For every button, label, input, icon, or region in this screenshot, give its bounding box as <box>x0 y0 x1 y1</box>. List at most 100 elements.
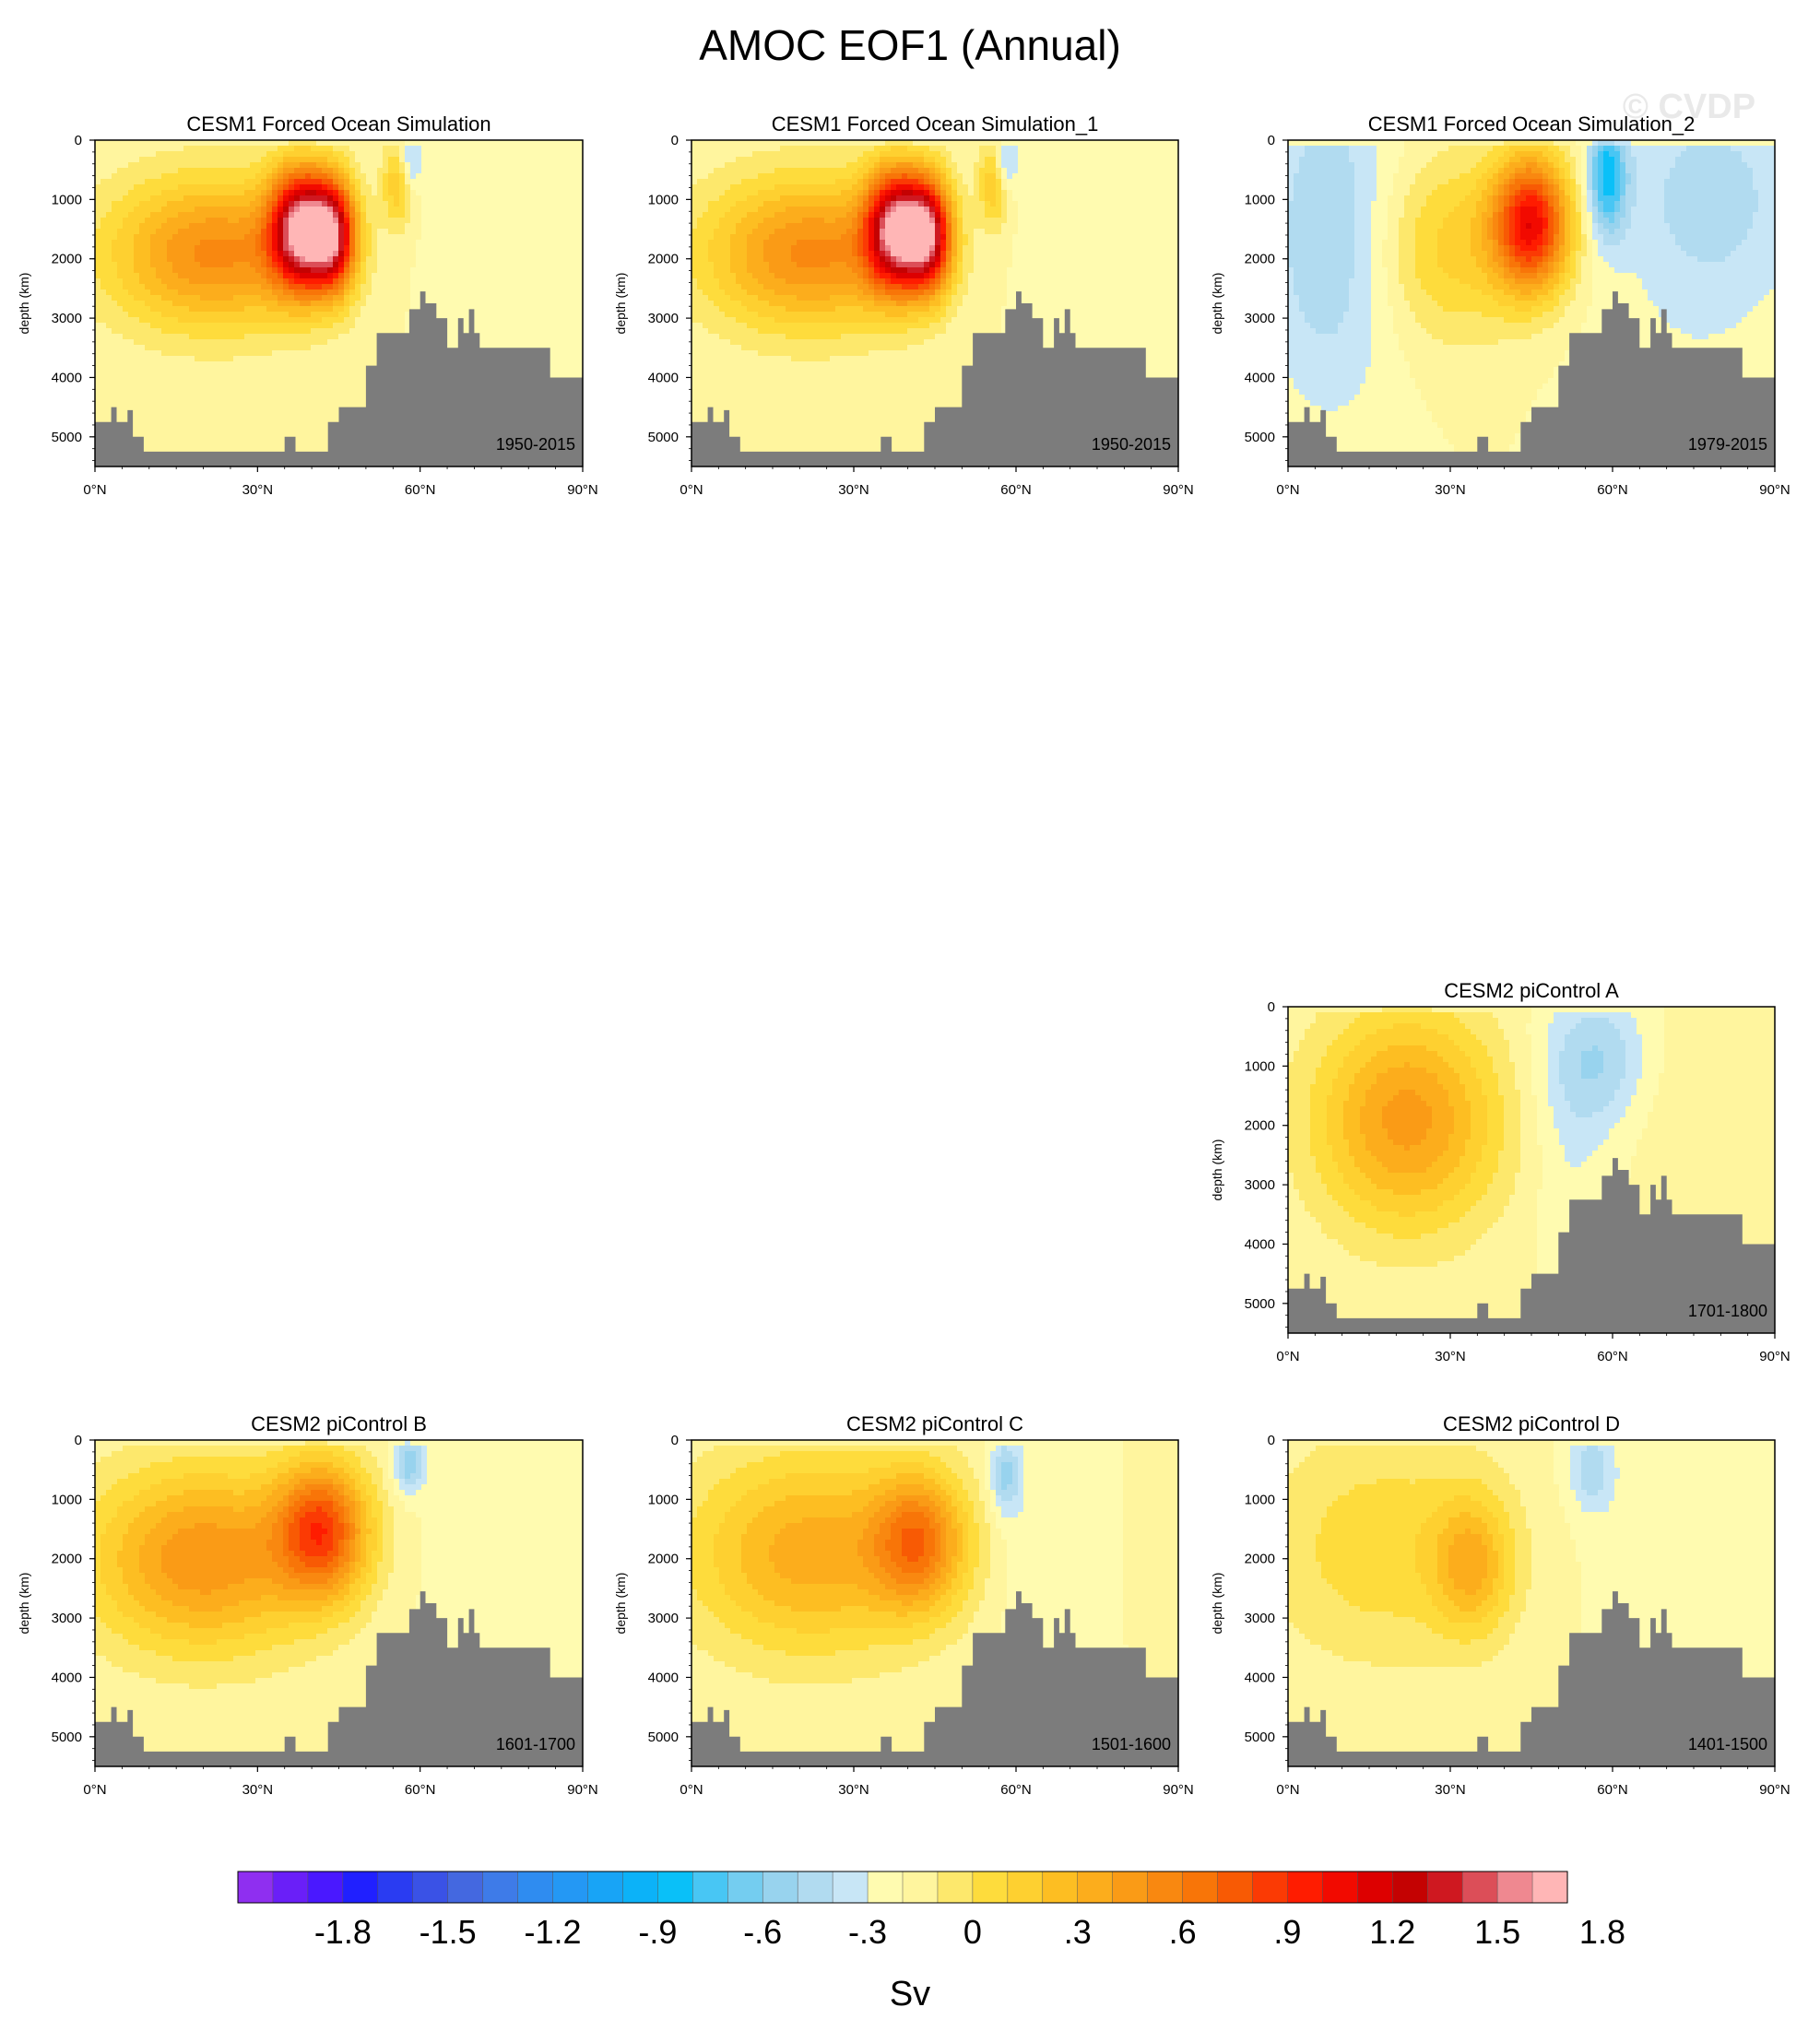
panel-2: CESM1 Forced Ocean Simulation_1 1950-2015… <box>613 112 1194 498</box>
colorbar-swatch <box>622 1871 658 1904</box>
colorbar-tick-label: -.9 <box>638 1913 677 1951</box>
y-axis-label: depth (km) <box>613 1573 628 1635</box>
y-tick-label: 1000 <box>52 1492 82 1507</box>
panels: CESM1 Forced Ocean Simulation 1950-2015 0 1… <box>17 112 1790 1798</box>
y-tick-label: 4000 <box>648 370 679 385</box>
colorbar-swatch <box>272 1871 309 1904</box>
x-tick-label: 60°N <box>405 1782 436 1798</box>
x-tick-label: 90°N <box>567 482 598 498</box>
panel-7: CESM2 piControl D 1401-1500 0 1000 2000 3000 4… <box>1210 1412 1790 1798</box>
y-tick-label: 4000 <box>648 1670 679 1685</box>
x-tick-label: 0°N <box>83 1782 106 1798</box>
y-axis-label: depth (km) <box>1210 1139 1224 1201</box>
colorbar-swatch <box>762 1871 798 1904</box>
colorbar-swatch <box>692 1871 728 1904</box>
y-tick-label: 5000 <box>1245 1730 1275 1745</box>
colorbar-swatch <box>237 1871 274 1904</box>
field-heatmap <box>1288 1007 1775 1333</box>
colorbar-swatch <box>937 1871 974 1904</box>
panel-title: CESM2 piControl C <box>846 1412 1023 1435</box>
panel-title: CESM2 piControl D <box>1443 1412 1620 1435</box>
y-tick-label: 5000 <box>1245 1296 1275 1312</box>
y-tick-label: 1000 <box>1245 192 1275 207</box>
colorbar-swatch <box>587 1871 623 1904</box>
panel-title: CESM2 piControl B <box>251 1412 427 1435</box>
x-tick-label: 0°N <box>83 482 106 498</box>
y-tick-label: 3000 <box>1245 1177 1275 1193</box>
colorbar-swatch <box>727 1871 763 1904</box>
x-tick-label: 90°N <box>1163 1782 1194 1798</box>
colorbar-tick-label: 0 <box>963 1913 982 1951</box>
y-tick-label: 4000 <box>52 370 82 385</box>
x-tick-label: 90°N <box>1163 482 1194 498</box>
colorbar-swatch <box>972 1871 1009 1904</box>
x-tick-label: 0°N <box>680 482 703 498</box>
field-heatmap <box>95 1440 583 1766</box>
y-tick-label: 3000 <box>52 311 82 326</box>
colorbar-swatch <box>1357 1871 1393 1904</box>
seafloor-mask <box>95 1591 583 1766</box>
period-label: 1701-1800 <box>1688 1302 1767 1320</box>
seafloor-mask <box>691 1591 1178 1766</box>
period-label: 1979-2015 <box>1688 435 1767 454</box>
y-axis-label: depth (km) <box>17 273 31 335</box>
y-axis-label: depth (km) <box>1210 1573 1224 1635</box>
y-tick-label: 4000 <box>1245 1670 1275 1685</box>
panel-1: CESM1 Forced Ocean Simulation 1950-2015 0 1… <box>17 112 598 498</box>
colorbar-swatch <box>517 1871 554 1904</box>
colorbar-tick-label: -1.5 <box>420 1913 477 1951</box>
colorbar-swatch <box>1496 1871 1533 1904</box>
field-heatmap <box>691 1440 1178 1766</box>
seafloor-mask <box>1288 291 1775 466</box>
y-tick-label: 0 <box>75 133 82 148</box>
seafloor-mask <box>95 291 583 466</box>
y-tick-label: 2000 <box>52 252 82 267</box>
panel-title: CESM2 piControl A <box>1444 979 1619 1002</box>
period-label: 1401-1500 <box>1688 1735 1767 1753</box>
field-heatmap <box>95 140 583 466</box>
y-tick-label: 0 <box>671 133 679 148</box>
x-tick-label: 30°N <box>242 482 274 498</box>
x-tick-label: 0°N <box>1276 482 1299 498</box>
colorbar-swatch <box>1426 1871 1463 1904</box>
x-tick-label: 60°N <box>1000 1782 1032 1798</box>
panel-6: CESM2 piControl C 1501-1600 0 1000 2000 3000 4… <box>613 1412 1194 1798</box>
y-tick-label: 2000 <box>1245 1118 1275 1134</box>
y-tick-label: 2000 <box>1245 252 1275 267</box>
colorbar-frame <box>237 1871 1568 1904</box>
y-axis-label: depth (km) <box>1210 273 1224 335</box>
y-tick-label: 0 <box>75 1433 82 1448</box>
colorbar-swatch <box>1531 1871 1568 1904</box>
colorbar-swatch <box>447 1871 484 1904</box>
colorbar-swatch <box>1007 1871 1044 1904</box>
y-tick-label: 2000 <box>648 1552 679 1567</box>
y-tick-label: 2000 <box>1245 1552 1275 1567</box>
y-tick-label: 1000 <box>648 192 679 207</box>
colorbar-label: Sv <box>890 1975 930 2013</box>
colorbar-tick-label: -1.8 <box>314 1913 372 1951</box>
y-tick-label: 0 <box>1268 1433 1275 1448</box>
x-tick-label: 90°N <box>1759 482 1790 498</box>
period-label: 1601-1700 <box>496 1735 575 1753</box>
field-heatmap <box>1288 140 1775 466</box>
y-tick-label: 1000 <box>648 1492 679 1507</box>
colorbar-swatch <box>1322 1871 1358 1904</box>
y-tick-label: 0 <box>671 1433 679 1448</box>
field-heatmap <box>1288 1440 1775 1766</box>
y-tick-label: 3000 <box>648 311 679 326</box>
colorbar-swatch <box>1077 1871 1114 1904</box>
x-tick-label: 60°N <box>1597 482 1628 498</box>
y-tick-label: 2000 <box>52 1552 82 1567</box>
y-tick-label: 4000 <box>1245 370 1275 385</box>
colorbar-swatch <box>797 1871 833 1904</box>
colorbar-swatch <box>1392 1871 1428 1904</box>
x-tick-label: 30°N <box>1435 482 1466 498</box>
y-tick-label: 2000 <box>648 252 679 267</box>
y-tick-label: 1000 <box>1245 1492 1275 1507</box>
x-tick-label: 60°N <box>1597 1782 1628 1798</box>
y-tick-label: 3000 <box>52 1611 82 1626</box>
colorbar-tick-label: 1.5 <box>1474 1913 1520 1951</box>
colorbar-swatch <box>377 1871 414 1904</box>
panel-title: CESM1 Forced Ocean Simulation <box>186 112 490 136</box>
y-tick-label: 5000 <box>52 430 82 445</box>
